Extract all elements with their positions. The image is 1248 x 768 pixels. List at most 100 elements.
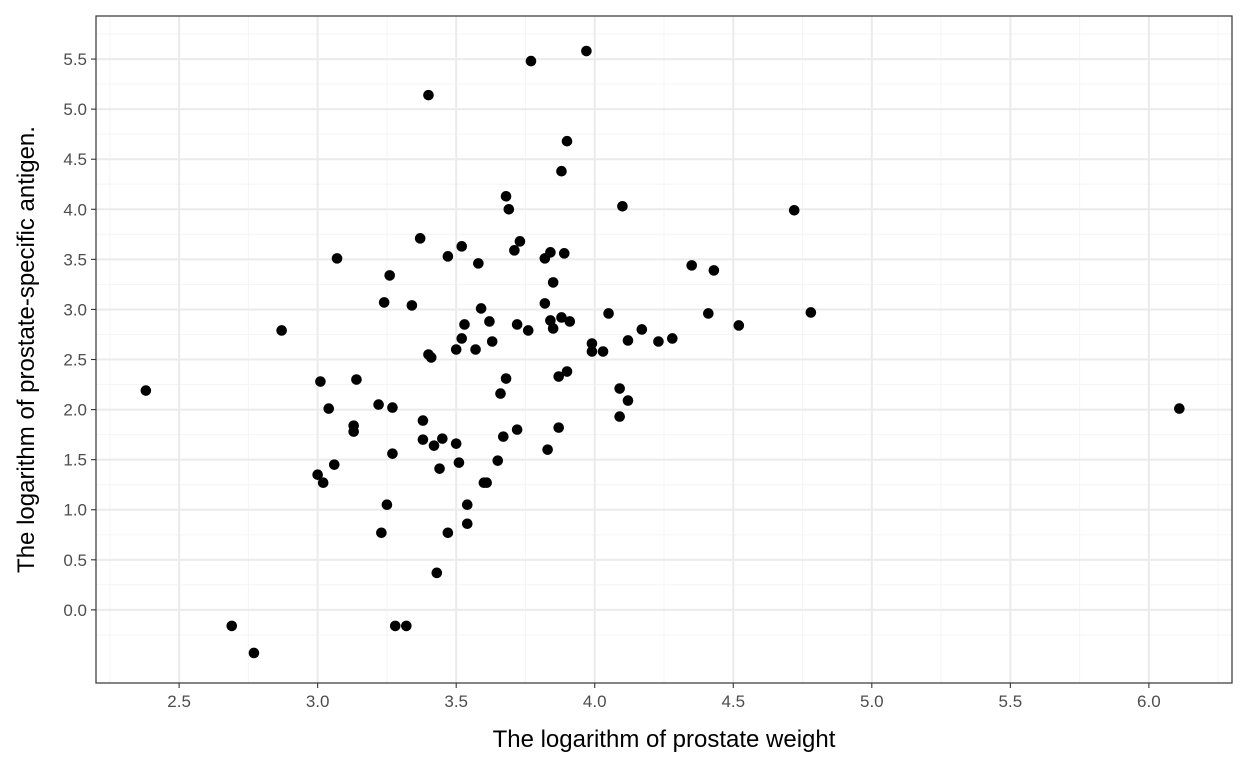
x-tick-label: 5.5 bbox=[999, 692, 1023, 711]
data-point bbox=[667, 333, 678, 344]
data-point bbox=[456, 241, 468, 252]
data-point bbox=[511, 319, 523, 330]
data-point bbox=[497, 431, 509, 442]
data-point bbox=[564, 316, 576, 327]
data-point bbox=[586, 338, 598, 349]
data-point bbox=[376, 527, 387, 539]
data-point bbox=[597, 346, 609, 357]
data-point bbox=[805, 307, 817, 318]
data-point bbox=[437, 433, 448, 444]
data-point bbox=[401, 620, 412, 632]
data-point bbox=[522, 325, 534, 336]
data-point bbox=[514, 236, 526, 247]
minor-gridlines bbox=[96, 16, 1232, 683]
y-tick-label: 4.5 bbox=[63, 150, 87, 169]
data-point bbox=[586, 346, 598, 357]
data-point bbox=[276, 325, 287, 336]
y-tick-label: 0.5 bbox=[63, 551, 87, 570]
data-point bbox=[614, 383, 625, 394]
data-point bbox=[708, 265, 720, 276]
data-point bbox=[414, 233, 426, 244]
data-point bbox=[315, 376, 326, 387]
x-tick-label: 3.0 bbox=[306, 692, 330, 711]
data-point bbox=[389, 620, 401, 632]
data-point bbox=[384, 270, 395, 281]
data-point bbox=[140, 385, 152, 396]
x-tick-label: 4.5 bbox=[721, 692, 745, 711]
data-point bbox=[1174, 403, 1185, 414]
data-point bbox=[442, 527, 454, 539]
data-point bbox=[425, 352, 437, 363]
data-point bbox=[788, 204, 800, 216]
data-point bbox=[461, 499, 473, 511]
data-point bbox=[558, 248, 570, 259]
data-point bbox=[248, 647, 260, 659]
data-point bbox=[475, 303, 487, 314]
data-point bbox=[481, 477, 492, 488]
data-point bbox=[406, 300, 418, 311]
y-axis-title: The logarithm of prostate-specific antig… bbox=[13, 126, 40, 573]
data-point bbox=[556, 165, 567, 177]
data-point bbox=[614, 411, 625, 422]
data-point bbox=[470, 344, 481, 355]
data-point bbox=[542, 444, 553, 455]
data-point bbox=[450, 438, 462, 449]
x-axis-ticks: 2.5 3.0 3.5 4.0 4.5 5.0 5.5 6.0 bbox=[167, 683, 1161, 711]
data-point bbox=[733, 320, 745, 331]
x-axis-title: The logarithm of prostate weight bbox=[493, 726, 836, 753]
data-point bbox=[636, 324, 648, 335]
data-point bbox=[434, 463, 445, 474]
data-point bbox=[473, 258, 484, 269]
x-tick-label: 3.5 bbox=[444, 692, 468, 711]
data-point bbox=[323, 403, 335, 414]
x-tick-label: 6.0 bbox=[1137, 692, 1161, 711]
y-tick-label: 5.0 bbox=[63, 100, 87, 119]
data-point bbox=[486, 336, 498, 347]
data-point bbox=[492, 455, 504, 466]
data-point bbox=[545, 247, 556, 258]
data-point bbox=[500, 190, 512, 202]
data-point bbox=[686, 260, 698, 271]
data-point bbox=[453, 457, 465, 468]
data-point bbox=[423, 89, 434, 101]
y-tick-label: 5.5 bbox=[63, 50, 87, 69]
y-axis-ticks: 0.0 0.5 1.0 1.5 2.0 2.5 3.0 3.5 4.0 4.5 5.0 5.5 bbox=[63, 50, 96, 620]
data-point bbox=[387, 448, 398, 459]
data-point bbox=[373, 399, 384, 410]
x-tick-label: 4.0 bbox=[583, 692, 607, 711]
y-tick-label: 2.5 bbox=[63, 351, 87, 370]
data-points bbox=[140, 45, 1185, 659]
data-point bbox=[525, 55, 537, 67]
data-point bbox=[500, 373, 512, 384]
y-tick-label: 1.0 bbox=[63, 501, 87, 520]
y-tick-label: 3.0 bbox=[63, 300, 87, 319]
data-point bbox=[561, 135, 573, 147]
data-point bbox=[317, 477, 329, 488]
y-tick-label: 3.5 bbox=[63, 250, 87, 269]
data-point bbox=[312, 469, 323, 480]
data-point bbox=[381, 499, 393, 511]
data-point bbox=[331, 253, 343, 264]
data-point bbox=[484, 316, 495, 327]
data-point bbox=[545, 315, 556, 326]
data-point bbox=[387, 402, 398, 413]
data-point bbox=[581, 45, 592, 57]
data-point bbox=[622, 395, 634, 406]
data-point bbox=[603, 308, 614, 319]
data-point bbox=[556, 312, 567, 323]
data-point bbox=[617, 200, 628, 212]
data-point bbox=[495, 388, 506, 399]
panel-border bbox=[95, 15, 1233, 684]
data-point bbox=[378, 297, 390, 308]
data-point bbox=[511, 424, 523, 435]
data-point bbox=[428, 440, 440, 451]
data-point bbox=[622, 335, 634, 346]
data-point bbox=[459, 319, 470, 330]
data-point bbox=[431, 567, 443, 579]
data-point bbox=[547, 277, 559, 288]
data-point bbox=[351, 374, 362, 385]
y-tick-label: 0.0 bbox=[63, 601, 87, 620]
data-point bbox=[456, 333, 468, 344]
